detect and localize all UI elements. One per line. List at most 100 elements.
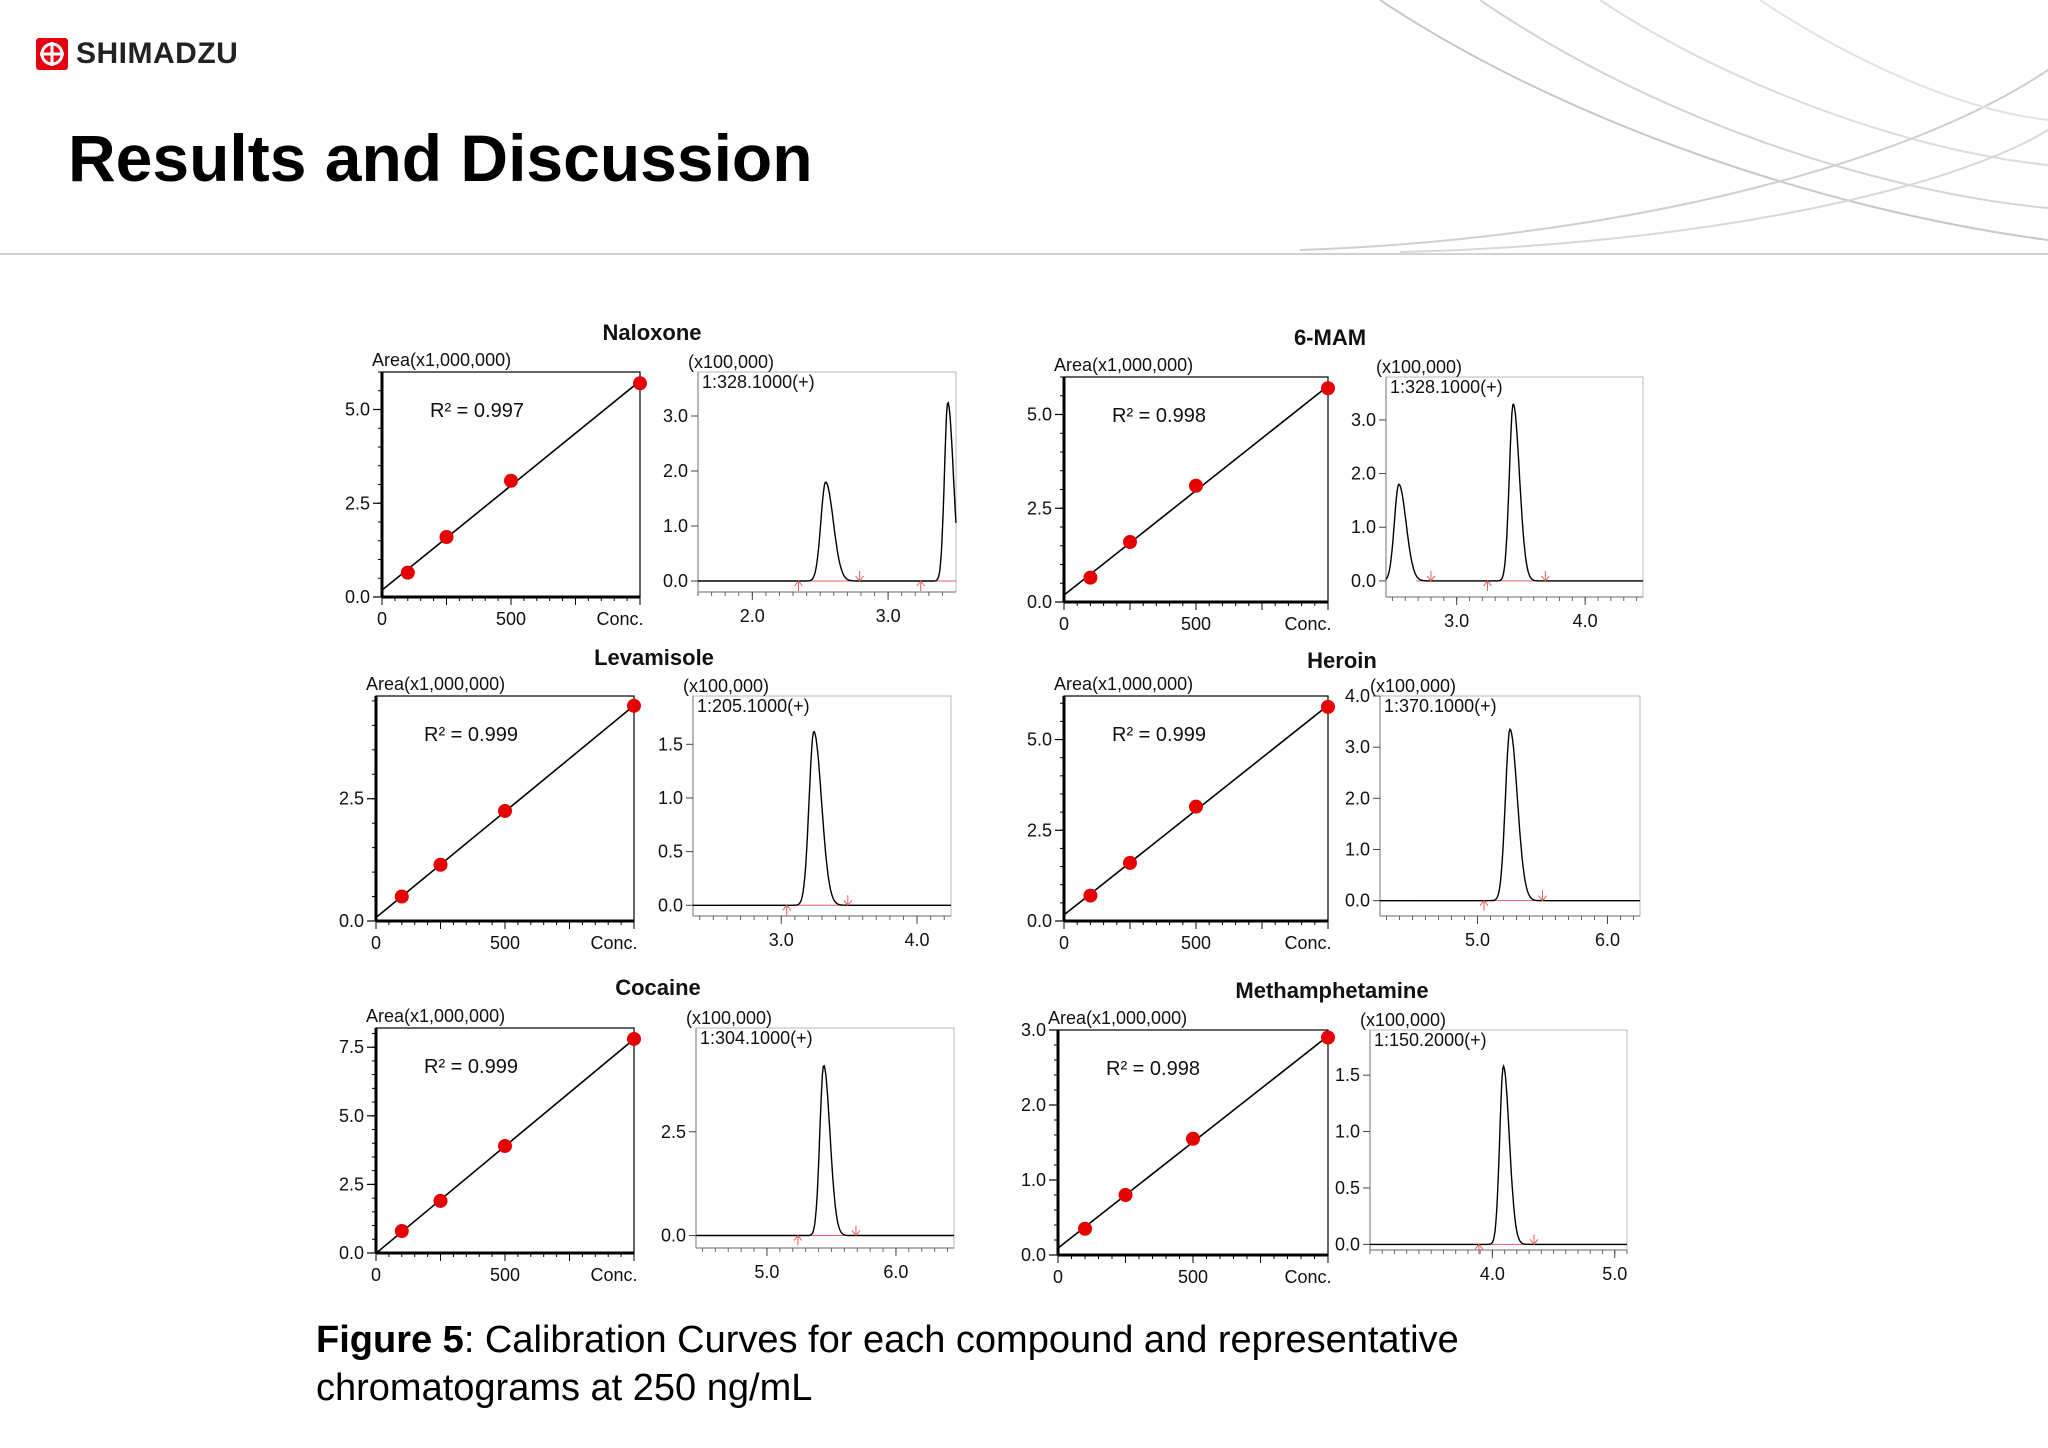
x-tick-label: 500 <box>1181 933 1211 953</box>
y-tick-label: 7.5 <box>339 1037 364 1057</box>
scale-label: (x100,000) <box>688 352 774 372</box>
x-tick-label: 5.0 <box>1602 1264 1627 1284</box>
x-tick-label: 0 <box>1059 933 1069 953</box>
x-axis-label: Conc. <box>596 609 643 629</box>
x-tick-label: 5.0 <box>754 1262 779 1282</box>
caption-label: Figure 5 <box>316 1319 464 1361</box>
compound-title: Levamisole <box>594 645 714 670</box>
compound-panel: Cocaine 0.0 2.5 5.0 7.5 0 500 Conc. Area(x1,000,… <box>339 975 955 1285</box>
data-point <box>498 1138 512 1153</box>
data-point <box>498 803 512 818</box>
x-tick-label: 6.0 <box>1595 930 1620 950</box>
y-tick-label: 0.0 <box>1021 1245 1046 1265</box>
data-point <box>400 565 415 580</box>
y-tick-label: 4.0 <box>1345 686 1370 706</box>
mz-label: 1:205.1000(+) <box>697 696 810 716</box>
y-tick-label: 3.0 <box>1351 410 1376 430</box>
integration-marker <box>1426 570 1436 582</box>
x-tick-label: 0 <box>371 1265 381 1285</box>
x-tick-label: 0 <box>377 609 387 629</box>
x-tick-label: 4.0 <box>905 930 930 950</box>
data-point <box>1189 799 1203 814</box>
mz-label: 1:328.1000(+) <box>1390 377 1503 397</box>
y-tick-label: 1.0 <box>1335 1122 1360 1142</box>
chromatogram-trace <box>693 730 951 906</box>
y-tick-label: 0.0 <box>661 1226 686 1246</box>
data-point <box>1189 478 1203 493</box>
y-tick-label: 1.0 <box>658 788 683 808</box>
y-tick-label: 2.0 <box>1021 1095 1046 1115</box>
y-tick-label: 5.0 <box>339 1106 364 1126</box>
compound-title: Cocaine <box>615 975 701 1000</box>
compound-panel: Levamisole 0.0 2.5 0 500 Conc. Area(x1,000,000… <box>339 645 952 953</box>
y-tick-label: 2.0 <box>663 461 688 481</box>
mz-label: 1:304.1000(+) <box>700 1028 813 1048</box>
y-tick-label: 0.0 <box>339 1243 364 1263</box>
y-axis-label: Area(x1,000,000) <box>366 1006 505 1026</box>
y-tick-label: 2.5 <box>345 493 370 513</box>
y-axis-label: Area(x1,000,000) <box>372 350 511 370</box>
x-tick-label: 500 <box>496 609 526 629</box>
y-axis-label: Area(x1,000,000) <box>1054 674 1193 694</box>
data-point <box>433 1193 448 1208</box>
title-divider <box>0 253 2048 255</box>
r-squared-label: R² = 0.998 <box>1106 1058 1200 1080</box>
integration-marker <box>1538 890 1547 902</box>
data-point <box>1321 381 1335 396</box>
y-tick-label: 0.5 <box>658 842 683 862</box>
data-point <box>433 857 448 872</box>
x-tick-label: 4.0 <box>1573 611 1598 631</box>
compound-panel: Methamphetamine 0.0 1.0 2.0 3.0 0 500 Conc. Area… <box>1021 978 1628 1287</box>
x-tick-label: 5.0 <box>1465 930 1490 950</box>
data-point <box>1083 888 1098 903</box>
y-tick-label: 0.0 <box>1351 571 1376 591</box>
x-axis-label: Conc. <box>590 933 637 953</box>
x-tick-label: 3.0 <box>769 930 794 950</box>
y-tick-label: 0.0 <box>658 895 683 915</box>
y-axis-label: Area(x1,000,000) <box>1054 355 1193 375</box>
x-axis-label: Conc. <box>590 1265 637 1285</box>
chromatogram-trace <box>696 1064 954 1237</box>
x-tick-label: 2.0 <box>740 606 765 626</box>
compound-title: Methamphetamine <box>1235 978 1428 1003</box>
x-tick-label: 500 <box>1181 614 1211 634</box>
integration-marker <box>1483 580 1492 591</box>
y-tick-label: 1.0 <box>663 516 688 536</box>
figure-caption: Figure 5: Calibration Curves for each co… <box>316 1316 1616 1412</box>
y-tick-label: 2.0 <box>1345 788 1370 808</box>
integration-marker <box>782 904 792 916</box>
y-tick-label: 3.0 <box>1021 1020 1046 1040</box>
integration-marker <box>794 580 803 591</box>
x-tick-label: 0 <box>371 933 381 953</box>
scale-label: (x100,000) <box>1360 1010 1446 1030</box>
y-tick-label: 1.5 <box>1335 1065 1360 1085</box>
compound-title: Heroin <box>1307 648 1377 673</box>
r-squared-label: R² = 0.997 <box>430 400 524 422</box>
x-tick-label: 0 <box>1059 614 1069 634</box>
y-tick-label: 0.0 <box>1345 891 1370 911</box>
integration-marker <box>851 1225 861 1237</box>
chromatogram-trace <box>698 401 957 582</box>
y-tick-label: 2.5 <box>1027 820 1052 840</box>
x-tick-label: 500 <box>490 1265 520 1285</box>
x-axis-label: Conc. <box>1284 933 1331 953</box>
y-axis-label: Area(x1,000,000) <box>1048 1008 1187 1028</box>
r-squared-label: R² = 0.999 <box>424 1056 518 1078</box>
data-point <box>394 1224 409 1239</box>
x-tick-label: 500 <box>490 933 520 953</box>
x-tick-label: 0 <box>1053 1267 1063 1287</box>
scale-label: (x100,000) <box>686 1008 772 1028</box>
compound-title: 6-MAM <box>1294 325 1366 350</box>
y-tick-label: 0.0 <box>1027 592 1052 612</box>
integration-marker <box>843 895 853 907</box>
x-tick-label: 4.0 <box>1480 1264 1505 1284</box>
y-tick-label: 0.0 <box>339 911 364 931</box>
data-point <box>1123 535 1137 549</box>
data-point <box>1118 1188 1133 1202</box>
data-point <box>1078 1221 1092 1236</box>
y-tick-label: 5.0 <box>1027 405 1052 425</box>
mz-label: 1:370.1000(+) <box>1384 696 1497 716</box>
integration-marker <box>1540 570 1550 582</box>
y-tick-label: 5.0 <box>1027 730 1052 750</box>
